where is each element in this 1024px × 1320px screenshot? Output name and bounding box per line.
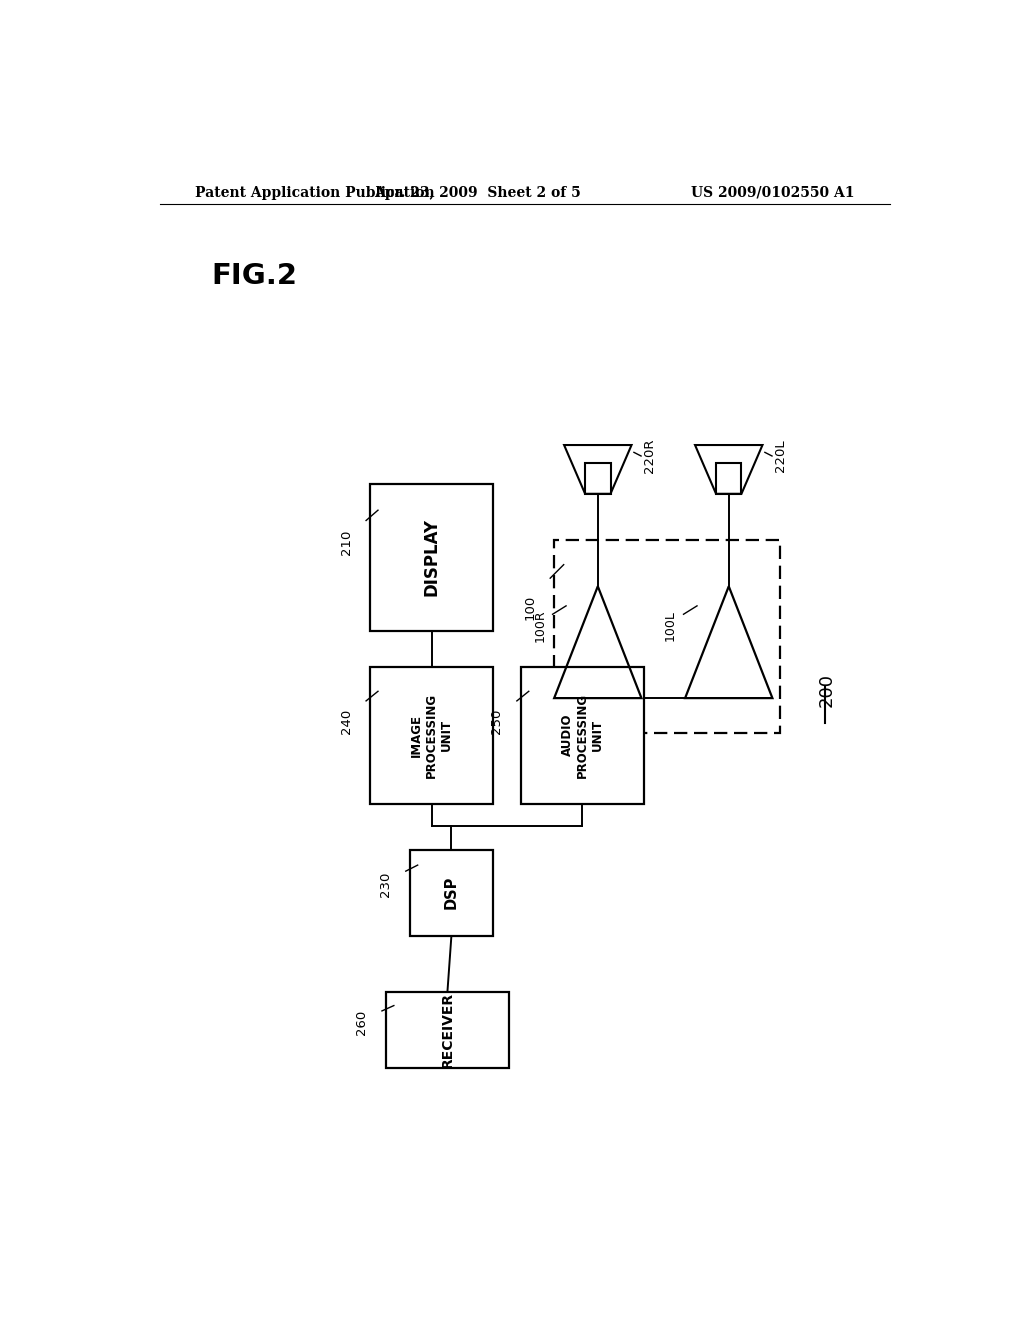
Text: 210: 210: [340, 529, 352, 556]
Text: 100R: 100R: [534, 609, 546, 642]
Text: 220L: 220L: [774, 440, 787, 473]
Text: US 2009/0102550 A1: US 2009/0102550 A1: [690, 186, 854, 199]
Bar: [370, 483, 494, 631]
Text: 100L: 100L: [665, 610, 677, 642]
Text: 260: 260: [355, 1010, 369, 1035]
Text: 240: 240: [340, 709, 352, 734]
Text: Patent Application Publication: Patent Application Publication: [196, 186, 435, 199]
Bar: [521, 667, 644, 804]
Bar: [386, 991, 509, 1068]
Text: DISPLAY: DISPLAY: [423, 519, 440, 597]
Bar: [554, 540, 780, 733]
Text: 200: 200: [817, 673, 836, 708]
Text: 230: 230: [379, 871, 392, 896]
Text: FIG.2: FIG.2: [211, 263, 297, 290]
Bar: [716, 463, 741, 494]
Text: DSP: DSP: [443, 876, 459, 909]
Bar: [370, 667, 494, 804]
Text: IMAGE
PROCESSING
UNIT: IMAGE PROCESSING UNIT: [410, 693, 453, 777]
Bar: [410, 850, 494, 936]
Text: Apr. 23, 2009  Sheet 2 of 5: Apr. 23, 2009 Sheet 2 of 5: [374, 186, 581, 199]
Text: 220R: 220R: [643, 438, 656, 474]
Text: RECEIVER: RECEIVER: [440, 991, 455, 1068]
Bar: [585, 463, 610, 494]
Text: 100: 100: [523, 594, 537, 620]
Text: 250: 250: [490, 709, 504, 734]
Text: AUDIO
PROCESSING
UNIT: AUDIO PROCESSING UNIT: [561, 693, 604, 777]
